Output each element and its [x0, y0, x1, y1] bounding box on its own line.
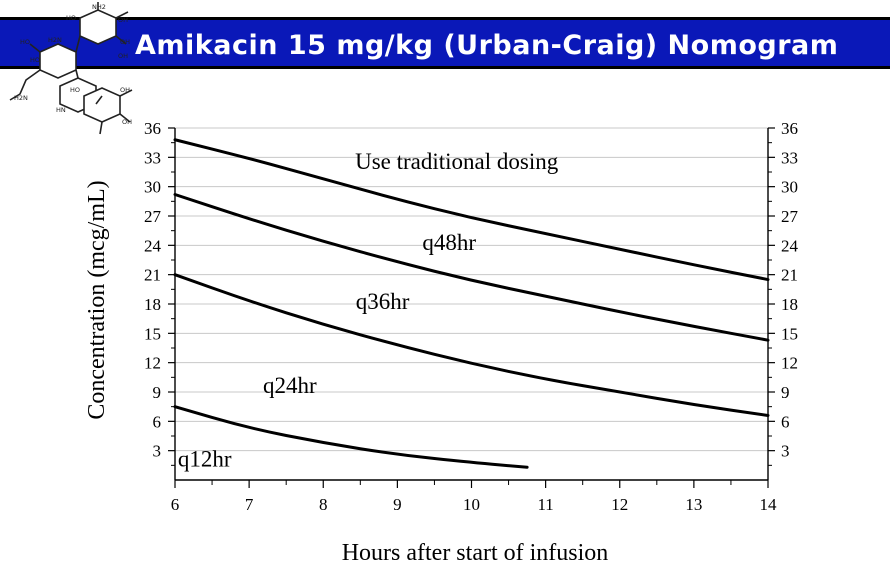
y-tick-label: 15: [144, 324, 161, 343]
title-banner: Amikacin 15 mg/kg (Urban-Craig) Nomogram: [0, 17, 890, 69]
y-tick-label: 21: [144, 266, 161, 285]
y-tick-label-right: 15: [781, 324, 798, 343]
y-tick-label: 3: [153, 442, 162, 461]
y-tick-label-right: 33: [781, 148, 798, 167]
annotation-label: q12hr: [178, 446, 232, 471]
y-tick-label: 9: [153, 383, 162, 402]
atom-label: HO: [20, 38, 30, 46]
annotation-label: Use traditional dosing: [355, 149, 559, 174]
x-tick-label: 6: [171, 495, 180, 514]
atom-label: NH2: [92, 3, 106, 11]
y-tick-label: 6: [153, 412, 162, 431]
x-tick-label: 13: [685, 495, 702, 514]
series-line: [173, 405, 529, 469]
y-tick-label: 12: [144, 354, 161, 373]
page-title: Amikacin 15 mg/kg (Urban-Craig) Nomogram: [135, 30, 839, 61]
annotation-label: q36hr: [356, 289, 410, 314]
y-tick-label-right: 36: [781, 119, 798, 138]
x-tick-label: 10: [463, 495, 480, 514]
y-tick-label: 33: [144, 148, 161, 167]
y-tick-label-right: 30: [781, 178, 798, 197]
y-tick-label-right: 18: [781, 295, 798, 314]
y-tick-label: 30: [144, 178, 161, 197]
y-tick-label: 36: [144, 119, 161, 138]
y-tick-label: 27: [144, 207, 162, 226]
atom-label: H2N: [14, 94, 28, 102]
atom-label: OH: [120, 38, 130, 46]
y-tick-label-right: 6: [781, 412, 790, 431]
x-tick-label: 8: [319, 495, 328, 514]
atom-label: OH: [120, 86, 130, 94]
annotation-label: q48hr: [422, 230, 476, 255]
annotation-label: q24hr: [263, 373, 317, 398]
series-line: [173, 192, 770, 342]
atom-label: HO: [70, 86, 80, 94]
y-tick-label: 24: [144, 236, 162, 255]
y-tick-label-right: 24: [781, 236, 799, 255]
y-tick-label-right: 12: [781, 354, 798, 373]
atom-label: OH: [122, 118, 132, 126]
x-axis-label: Hours after start of infusion: [342, 540, 609, 566]
series-line: [173, 138, 770, 282]
x-tick-label: 12: [611, 495, 628, 514]
x-tick-label: 14: [760, 495, 778, 514]
y-tick-label-right: 21: [781, 266, 798, 285]
series-lines: [173, 138, 770, 469]
aminoglycoside-structure-icon: HO NH2 OH HO H2N OH HO OH HN H2N HO OH O…: [9, 2, 133, 135]
atom-label: OH: [118, 52, 128, 60]
atom-label: HN: [56, 106, 66, 114]
x-tick-label: 7: [245, 495, 254, 514]
atom-label: H2N: [48, 36, 62, 44]
x-tick-label: 11: [537, 495, 553, 514]
atom-label: HO: [30, 56, 40, 64]
annotations: Use traditional dosing q48hr q36hr q24hr q12…: [178, 149, 559, 471]
y-tick-label: 18: [144, 295, 161, 314]
y-tick-label-right: 9: [781, 383, 790, 402]
grid: [175, 127, 768, 452]
atom-label: HO: [66, 14, 76, 22]
series-line: [173, 273, 770, 417]
x-tick-label: 9: [393, 495, 402, 514]
y-tick-label-right: 3: [781, 442, 790, 461]
y-tick-label-right: 27: [781, 207, 799, 226]
atom-label: OH: [118, 16, 128, 24]
y-axis-label: Concentration (mcg/mL): [84, 180, 110, 419]
